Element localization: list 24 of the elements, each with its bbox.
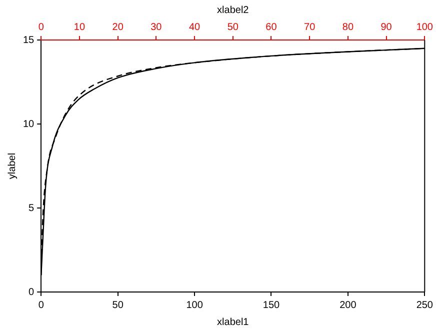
x2-tick-label: 70	[304, 22, 316, 33]
x2-tick-label: 20	[112, 22, 124, 33]
y-tick-label: 0	[28, 286, 35, 298]
x2-tick-label: 10	[74, 22, 86, 33]
y-tick-label: 15	[23, 34, 35, 46]
x2-tick-label: 100	[416, 22, 434, 33]
y-tick-label: 5	[28, 202, 35, 214]
x2-tick-label: 90	[380, 22, 392, 33]
x2-tick-label: 50	[227, 22, 239, 33]
x2-tick-label: 30	[150, 22, 162, 33]
x-tick-label: 50	[112, 300, 124, 311]
y-tick-label: 10	[23, 118, 35, 130]
x2-tick-label: 0	[38, 22, 44, 33]
x2-tick-label: 80	[342, 22, 354, 33]
x-tick-label: 100	[186, 300, 204, 311]
x-tick-label: 0	[38, 300, 44, 311]
x-tick-label: 150	[262, 300, 280, 311]
x-axis-title: xlabel1	[217, 316, 250, 328]
x-tick-label: 200	[340, 300, 357, 311]
x2-axis-title: xlabel2	[217, 4, 250, 16]
y-axis-title: ylabel	[6, 152, 18, 180]
x2-tick-label: 40	[188, 22, 201, 33]
x-tick-label: 250	[416, 300, 434, 311]
x2-tick-label: 60	[266, 22, 278, 33]
